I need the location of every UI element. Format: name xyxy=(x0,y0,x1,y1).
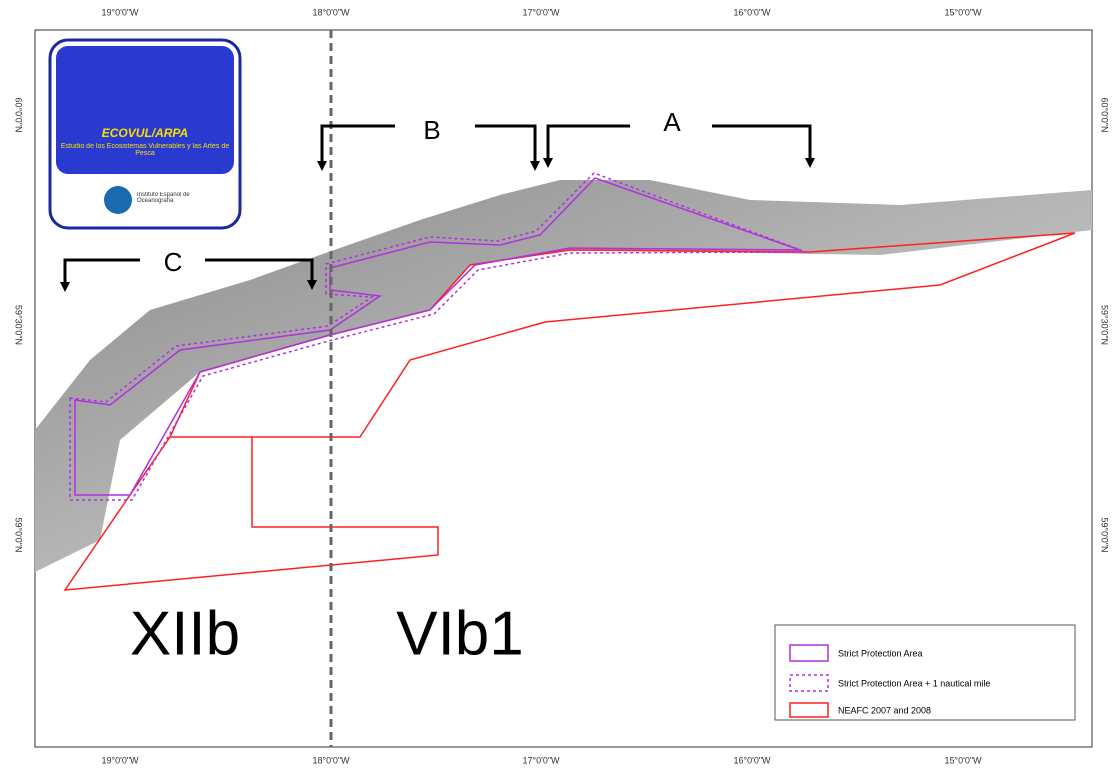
section-label: B xyxy=(423,115,440,145)
area-label: VIb1 xyxy=(396,599,524,668)
lon-label: 15°0'0"W xyxy=(944,755,982,765)
section-label: C xyxy=(164,247,183,277)
lon-label: 19°0'0"W xyxy=(101,7,139,17)
lat-label: 60°0'0"N xyxy=(14,97,24,132)
lon-label: 18°0'0"W xyxy=(312,7,350,17)
logo-institute-box: Instituto Español de Oceanografía xyxy=(137,192,207,214)
area-label: XIIb xyxy=(130,599,240,668)
lon-label: 16°0'0"W xyxy=(733,755,771,765)
logo-title: ECOVUL/ARPA xyxy=(102,126,188,140)
lat-label: 59°0'0"N xyxy=(14,517,24,552)
map: A B C XIIb VIb1 ECOVUL/ARPA Estudio de l… xyxy=(0,0,1118,774)
lon-label: 19°0'0"W xyxy=(101,755,139,765)
legend-label: Strict Protection Area + 1 nautical mile xyxy=(838,678,990,688)
lon-label: 16°0'0"W xyxy=(733,7,771,17)
lat-label: 60°0'0"N xyxy=(1100,97,1110,132)
lon-label: 17°0'0"W xyxy=(522,7,560,17)
legend-label: Strict Protection Area xyxy=(838,648,923,658)
logo-institute: Instituto Español de Oceanografía xyxy=(137,192,207,204)
legend: Strict Protection Area Strict Protection… xyxy=(775,625,1075,720)
lon-label: 18°0'0"W xyxy=(312,755,350,765)
lon-label: 17°0'0"W xyxy=(522,755,560,765)
logo-subtitle: Estudio de los Ecosistemas Vulnerables y… xyxy=(60,143,230,157)
legend-label: NEAFC 2007 and 2008 xyxy=(838,705,931,715)
section-label: A xyxy=(663,107,681,137)
logo-subtitle-box: Estudio de los Ecosistemas Vulnerables y… xyxy=(60,143,230,173)
lat-label: 59°30'0"N xyxy=(14,305,24,345)
lat-label: 59°30'0"N xyxy=(1100,305,1110,345)
lon-label: 15°0'0"W xyxy=(944,7,982,17)
logo: ECOVUL/ARPA Estudio de los Ecosistemas V… xyxy=(50,40,240,228)
lat-label: 59°0'0"N xyxy=(1100,517,1110,552)
